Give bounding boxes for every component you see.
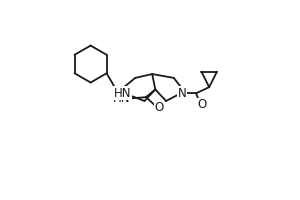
Text: O: O (154, 101, 164, 114)
Text: N: N (178, 87, 187, 100)
Text: HN: HN (113, 87, 131, 100)
Text: HN: HN (113, 92, 130, 105)
Text: O: O (198, 98, 207, 111)
